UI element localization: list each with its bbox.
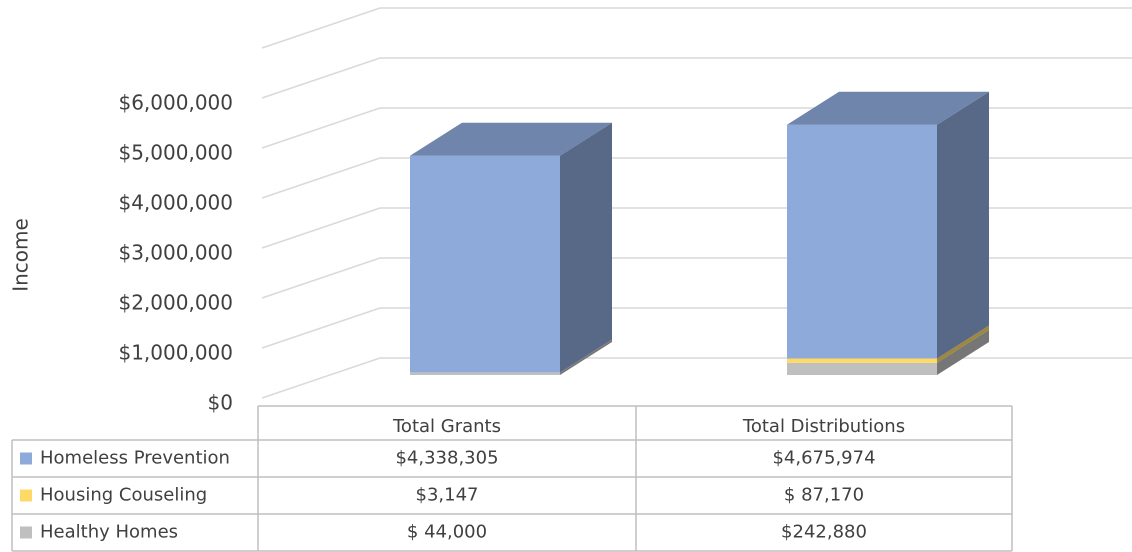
grid-line: [261, 7, 1132, 49]
bar-face: [787, 362, 937, 375]
bar-segment: [410, 122, 612, 373]
y-tick-label: $3,000,000: [118, 241, 233, 265]
y-tick-label: $4,000,000: [118, 191, 233, 215]
data-label: $3,147: [416, 485, 479, 506]
legend-label: Homeless Prevention: [40, 448, 230, 469]
y-tick-label: $0: [208, 391, 233, 415]
grid-line: [261, 207, 1132, 249]
legend-swatch: [20, 452, 32, 465]
bar-face: [937, 91, 989, 359]
grid-line: [261, 157, 1132, 199]
data-label: $ 87,170: [784, 485, 864, 506]
grid-line: [261, 307, 1132, 349]
bar-face: [787, 124, 937, 359]
data-label: $ 44,000: [407, 522, 487, 543]
bar-segment: [410, 339, 612, 373]
bar-segment: [410, 339, 612, 375]
bar-face: [937, 325, 989, 363]
bar-face: [560, 122, 612, 373]
grid-line: [261, 257, 1132, 299]
bar-segment: [787, 325, 989, 363]
y-tick-label: $6,000,000: [118, 91, 233, 115]
y-tick-label: $5,000,000: [118, 141, 233, 165]
x-tick-label: Total Grants: [392, 416, 501, 437]
data-label: $242,880: [781, 522, 867, 543]
y-tick-label: $2,000,000: [118, 291, 233, 315]
bar-face: [560, 339, 612, 373]
y-axis-label: Income: [9, 218, 33, 292]
bar-segment: [787, 329, 989, 375]
legend-swatch: [20, 526, 32, 539]
legend-label: Healthy Homes: [40, 522, 178, 543]
bar-face: [410, 122, 612, 156]
y-tick-label: $1,000,000: [118, 341, 233, 365]
bar-face: [937, 329, 989, 375]
grid-line: [261, 107, 1132, 149]
data-label: $4,675,974: [772, 448, 875, 469]
grid-line: [261, 57, 1132, 99]
bar-face: [410, 155, 560, 373]
grid-line: [261, 357, 1132, 399]
bar-face: [787, 91, 989, 125]
bar-face: [410, 372, 560, 375]
bar-face: [560, 339, 612, 375]
x-tick-label: Total Distributions: [742, 416, 905, 437]
data-label: $4,338,305: [395, 448, 498, 469]
bar-face: [787, 358, 937, 363]
legend-label: Housing Couseling: [40, 485, 207, 506]
legend-swatch: [20, 489, 32, 502]
bar-segment: [787, 91, 989, 359]
